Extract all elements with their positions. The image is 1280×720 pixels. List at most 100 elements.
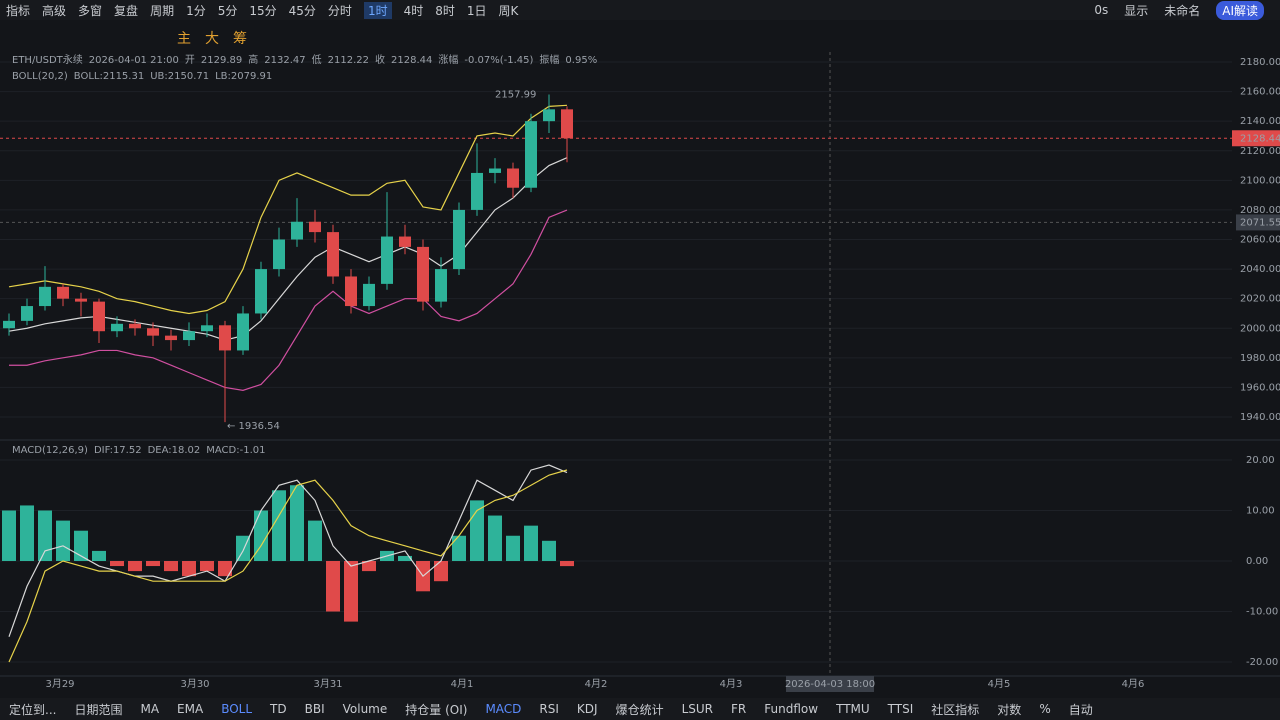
macd-bar [542, 540, 556, 561]
macd-bar [56, 520, 70, 561]
macd-bar [164, 561, 178, 572]
candle-body [273, 239, 285, 270]
indicator-tab[interactable]: 对数 [997, 702, 1022, 717]
indicator-tab[interactable]: LSUR [681, 702, 714, 716]
toolbar-button[interactable]: 0s [1094, 3, 1109, 17]
legend-text: 涨幅 [438, 53, 458, 66]
indicator-tab[interactable]: MACD [485, 702, 522, 716]
macd-bar [488, 515, 502, 561]
draw-button[interactable]: 大 [205, 31, 219, 47]
macd-bar [200, 561, 214, 572]
boll-line [8, 157, 568, 341]
price-axis-bg [1232, 52, 1280, 698]
macd-bar [254, 510, 268, 561]
macd-bar [128, 561, 142, 572]
toolbar-button[interactable]: 指标 [6, 3, 31, 18]
toolbar-button[interactable]: 分时 [327, 3, 352, 18]
indicator-tab[interactable]: Fundflow [764, 702, 819, 716]
candle-body [399, 236, 411, 247]
candle-body [255, 269, 267, 314]
x-tick-label: 4月3 [720, 678, 743, 690]
indicator-tab[interactable]: TTSI [887, 702, 914, 716]
indicator-tab[interactable]: 自动 [1068, 702, 1093, 717]
indicator-tab[interactable]: KDJ [576, 702, 598, 716]
indicator-tab[interactable]: BOLL [221, 702, 253, 716]
toolbar-button[interactable]: 1日 [466, 3, 487, 18]
candle-body [471, 172, 483, 210]
toolbar-button[interactable]: 多窗 [78, 3, 103, 18]
draw-button[interactable]: 主 [177, 31, 191, 47]
macd-bar [362, 561, 376, 572]
macd-bar [524, 525, 538, 561]
toolbar-button[interactable]: 5分 [217, 3, 238, 18]
top-toolbar: 指标 高级 多窗 复盘 周期 1分 5分 15分 45分 分时 1时 4时 8时 1日 周K [0, 0, 1280, 20]
macd-bar [326, 561, 340, 612]
y-tick-label: 2140.00 [1240, 116, 1280, 127]
toolbar-button[interactable]: 1分 [186, 3, 206, 18]
indicator-tab[interactable]: 爆仓统计 [615, 702, 664, 717]
indicator-tab[interactable]: % [1039, 702, 1051, 716]
toolbar-button[interactable]: 未命名 [1164, 3, 1201, 18]
draw-button[interactable]: 筹 [233, 31, 247, 47]
candle-body [111, 323, 123, 332]
chart: 2180.00 2160.00 2140.00 2120.00 2100.00 2080.… [0, 52, 1280, 698]
legend-text: -0.07%(-1.45) [464, 55, 533, 66]
toolbar-button[interactable]: 周K [498, 3, 519, 18]
toolbar-button[interactable]: 45分 [288, 3, 316, 18]
y-tick-label: 1940.00 [1240, 412, 1280, 423]
macd-bar [560, 561, 574, 567]
macd-bar [272, 490, 286, 561]
legend-text: LB:2079.91 [215, 71, 272, 82]
indicator-tab[interactable]: 定位到... [9, 702, 57, 717]
candle-body [489, 168, 501, 173]
indicator-tab[interactable]: 社区指标 [931, 702, 980, 717]
toolbar-button[interactable]: 显示 [1124, 3, 1149, 18]
macd-bar [506, 535, 520, 561]
candle-body [435, 269, 447, 302]
legend-text: MACD(12,26,9) [12, 445, 88, 456]
legend-text: 2129.89 [201, 55, 242, 66]
candle-body [543, 109, 555, 122]
draw-toolbar: 主大筹 [170, 26, 254, 50]
macd-bar [92, 550, 106, 561]
macd-bar [290, 485, 304, 561]
x-tick-label: 4月5 [988, 678, 1011, 690]
y-tick-label: 2040.00 [1240, 264, 1280, 275]
toolbar-button[interactable]: 1时 [363, 1, 392, 19]
indicator-tab[interactable]: FR [731, 702, 747, 716]
toolbar-button[interactable]: 高级 [42, 3, 67, 18]
macd-bar [110, 561, 124, 567]
macd-bar [452, 535, 466, 561]
indicator-tab[interactable]: EMA [177, 702, 204, 716]
legend-text: 收 [375, 53, 385, 66]
candle-body [309, 221, 321, 233]
y-tick-label: 2000.00 [1240, 323, 1280, 334]
toolbar-button[interactable]: 4时 [403, 3, 424, 18]
legend-text: 2128.44 [391, 55, 432, 66]
indicator-tab[interactable]: 日期范围 [74, 702, 123, 717]
indicator-tab[interactable]: RSI [539, 702, 559, 716]
last-price-tag [1232, 130, 1280, 147]
x-tick-label: 3月29 [45, 678, 74, 690]
indicator-tab[interactable]: TTMU [836, 702, 870, 716]
indicator-tab[interactable]: 持仓量 (OI) [405, 702, 468, 717]
legend-text: DIF:17.52 [94, 445, 142, 456]
indicator-tab[interactable]: TD [270, 702, 287, 716]
last-price: 2128.44 [1240, 133, 1280, 144]
macd-bar [20, 505, 34, 561]
indicator-tab[interactable]: MA [140, 702, 160, 716]
toolbar-button[interactable]: 周期 [150, 3, 175, 18]
toolbar-button[interactable]: 15分 [249, 3, 277, 18]
candle-body [327, 232, 339, 277]
macd-bar [2, 510, 16, 561]
candle-body [291, 221, 303, 240]
x-tick-label: 4月6 [1122, 678, 1145, 690]
candle-body [219, 325, 231, 351]
candle-body [57, 286, 69, 299]
indicator-tab[interactable]: BBI [304, 702, 325, 716]
toolbar-button[interactable]: AI解读 [1216, 0, 1264, 20]
indicator-tab[interactable]: Volume [342, 702, 388, 716]
top-toolbar-right: 0s 显示 未命名 AI解读 [1086, 0, 1272, 20]
toolbar-button[interactable]: 复盘 [114, 3, 139, 18]
toolbar-button[interactable]: 8时 [435, 3, 455, 18]
